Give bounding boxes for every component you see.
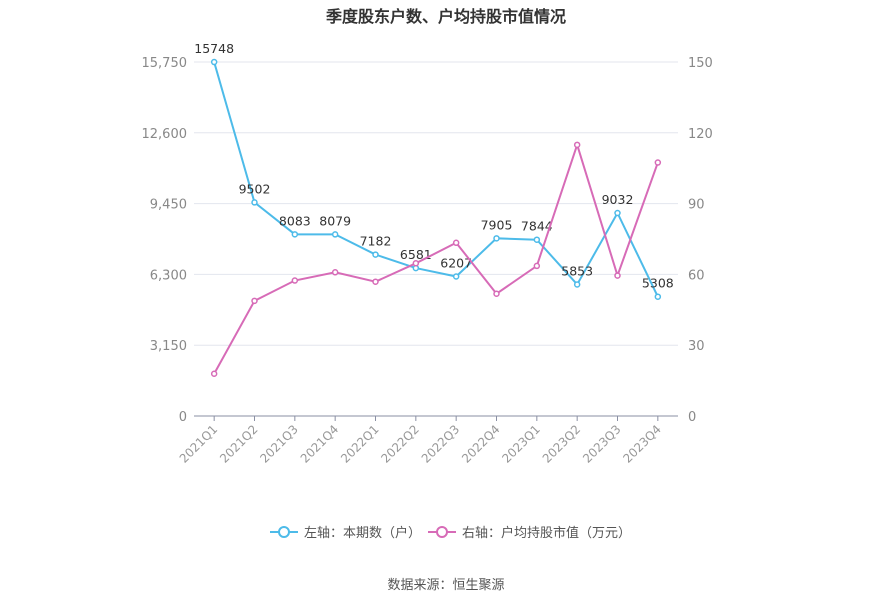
data-label: 8083 <box>279 213 311 228</box>
series-1-point <box>493 290 500 298</box>
series-1-point <box>291 277 299 284</box>
right-axis-tick-label: 90 <box>688 198 705 213</box>
x-axis: 2021Q12021Q22021Q32021Q42022Q12022Q22022… <box>177 415 678 466</box>
x-axis-tick-label: 2022Q3 <box>419 422 463 466</box>
left-axis-tick-label: 12,600 <box>142 127 188 142</box>
series-1-point <box>573 141 581 149</box>
left-axis-tick-label: 6,300 <box>150 268 187 283</box>
series-0-point <box>331 231 339 238</box>
series-1-point <box>331 269 339 276</box>
data-label: 6207 <box>440 255 472 270</box>
data-label: 9502 <box>239 181 271 196</box>
data-label: 5308 <box>642 276 674 291</box>
series-0-point <box>573 281 581 288</box>
x-axis-tick-label: 2022Q4 <box>459 422 503 466</box>
series-0-point <box>372 251 379 258</box>
legend-item-households[interactable]: 左轴：本期数（户） <box>270 525 421 541</box>
series-1-point <box>372 278 379 285</box>
data-label: 15748 <box>194 41 234 56</box>
series-1-point <box>533 262 541 270</box>
left-axis-tick-label: 15,750 <box>142 56 188 71</box>
data-label: 7905 <box>481 217 513 232</box>
series-0-point <box>452 273 460 280</box>
legend-item-market-value[interactable]: 右轴：户均持股市值（万元） <box>428 525 631 541</box>
left-axis-tick-label: 0 <box>179 410 187 425</box>
series-0-point <box>493 235 500 242</box>
data-label: 8079 <box>319 213 351 228</box>
series-0-point <box>614 209 621 217</box>
series-1-point <box>614 272 621 279</box>
x-axis-tick-label: 2023Q1 <box>499 422 543 466</box>
series-1-point <box>654 159 662 166</box>
x-axis-tick-label: 2023Q2 <box>540 422 584 466</box>
series-0-point <box>533 236 541 243</box>
series-1-point <box>251 297 258 305</box>
series-0-point <box>210 58 218 66</box>
legend-label-households: 左轴：本期数（户） <box>304 525 421 541</box>
right-axis-tick-label: 60 <box>688 268 705 283</box>
grid-lines <box>194 61 678 346</box>
series-layer: 15748 9502 8083 8079 7182 6581 6207 7905 7844 585… <box>194 41 674 378</box>
right-axis-ticks: 0 30 60 90 120 150 <box>688 56 713 425</box>
series-0-point <box>291 231 299 238</box>
left-axis-tick-label: 3,150 <box>150 339 187 354</box>
data-label: 9032 <box>602 192 634 207</box>
left-axis-tick-label: 9,450 <box>150 198 187 213</box>
x-axis-tick-label: 2023Q3 <box>580 422 624 466</box>
right-axis-tick-label: 0 <box>688 410 696 425</box>
x-axis-tick-label: 2022Q1 <box>338 422 382 466</box>
right-axis-tick-label: 120 <box>688 127 713 142</box>
series-1-point <box>210 370 218 378</box>
series-line-0 <box>213 61 659 298</box>
series-0-point <box>654 293 662 300</box>
left-axis-ticks: 0 3,150 6,300 9,450 12,600 15,750 <box>142 56 188 425</box>
series-1-point <box>452 239 460 247</box>
x-axis-tick-label: 2021Q4 <box>298 422 342 466</box>
data-label: 6581 <box>400 247 432 262</box>
x-axis-tick-label: 2021Q2 <box>217 422 261 466</box>
series-0-point <box>251 199 258 206</box>
data-label: 5853 <box>561 263 593 278</box>
legend-marker-market-value <box>436 526 448 538</box>
legend-marker-households <box>278 526 290 538</box>
legend: 左轴：本期数（户） 右轴：户均持股市值（万元） <box>270 525 631 541</box>
series-1-point <box>412 260 420 267</box>
x-axis-tick-label: 2021Q3 <box>257 422 301 466</box>
data-label: 7844 <box>521 219 553 234</box>
x-axis-tick-label: 2021Q1 <box>177 422 221 466</box>
data-label: 7182 <box>360 234 392 249</box>
x-axis-tick-label: 2023Q4 <box>620 422 664 466</box>
chart-title: 季度股东户数、户均持股市值情况 <box>325 7 566 26</box>
right-axis-tick-label: 150 <box>688 56 713 71</box>
data-source-note: 数据来源：恒生聚源 <box>387 578 504 593</box>
right-axis-tick-label: 30 <box>688 339 705 354</box>
x-axis-tick-label: 2022Q2 <box>378 422 422 466</box>
series-line-1 <box>213 141 659 375</box>
legend-label-market-value: 右轴：户均持股市值（万元） <box>462 525 631 541</box>
